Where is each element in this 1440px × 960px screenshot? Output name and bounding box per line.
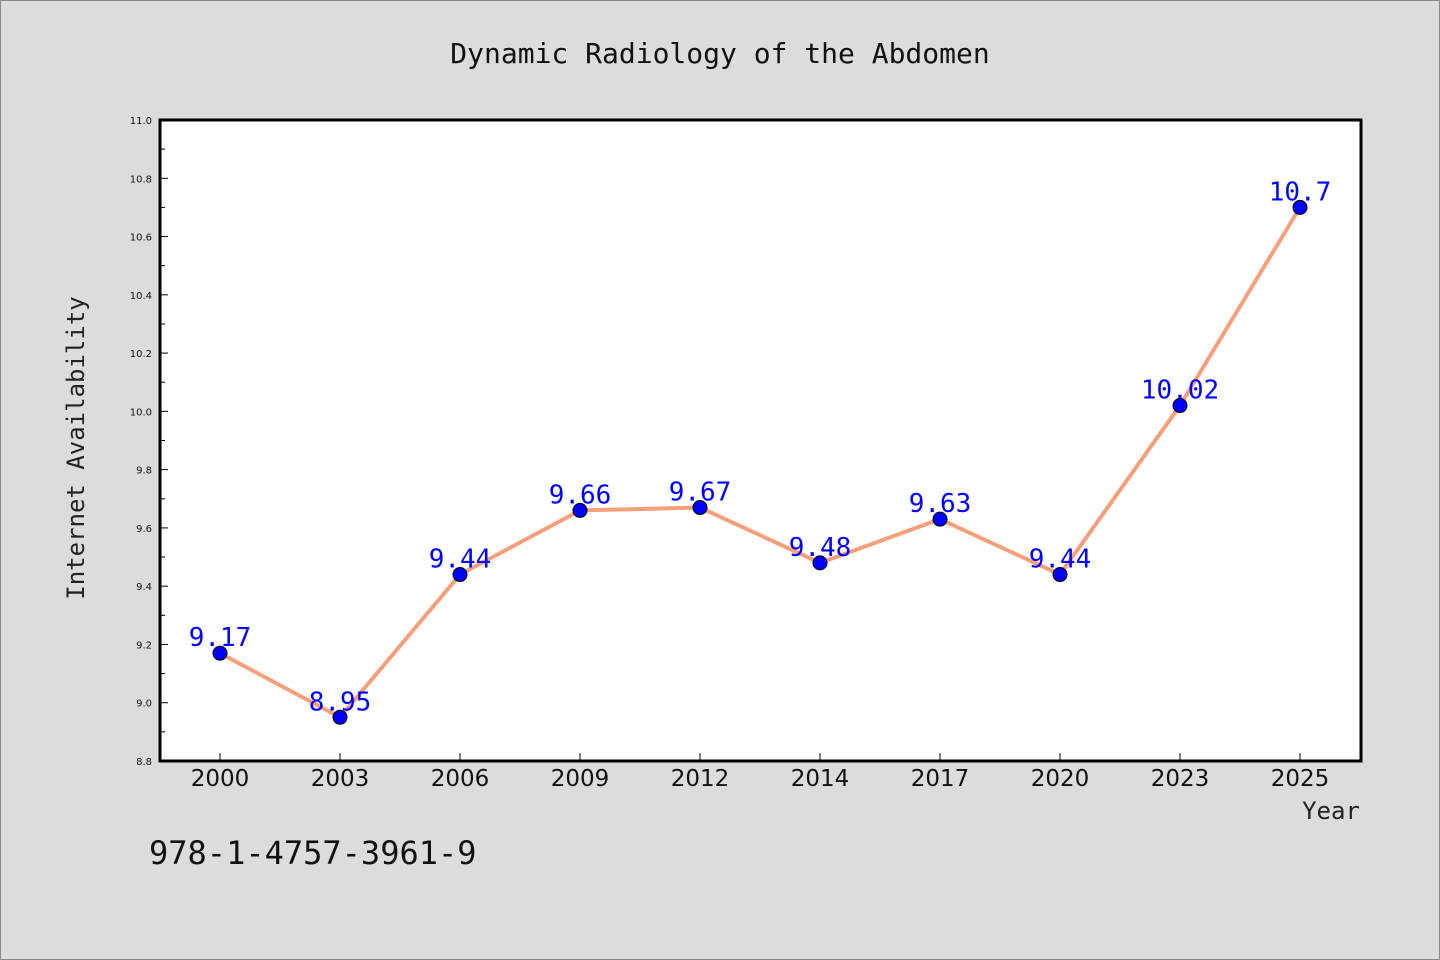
data-point: [932, 511, 948, 527]
y-tick-label: 8.8: [136, 757, 152, 768]
data-label: 9.63: [909, 489, 972, 519]
x-tick-label: 2012: [671, 766, 730, 792]
y-tick-label: 9.2: [136, 640, 152, 651]
data-label: 8.95: [309, 687, 372, 717]
data-point: [692, 500, 708, 516]
y-tick-label: 9.6: [136, 524, 152, 535]
y-tick-label: 9.0: [136, 699, 152, 710]
data-label: 9.66: [549, 480, 612, 510]
y-tick-label: 9.4: [136, 582, 152, 593]
data-point: [812, 555, 828, 571]
data-label: 9.44: [1029, 545, 1092, 575]
x-tick-label: 2017: [911, 766, 970, 792]
y-tick-label: 11.0: [130, 116, 152, 127]
x-tick-label: 2014: [791, 766, 850, 792]
x-axis-label: Year: [1302, 797, 1360, 825]
x-tick-label: 2000: [191, 766, 250, 792]
series-line: [218, 205, 1302, 720]
data-label: 10.7: [1269, 177, 1332, 207]
x-tick-label: 2020: [1031, 766, 1090, 792]
y-axis-label: Internet Availability: [62, 296, 90, 599]
data-point: [572, 502, 588, 518]
data-labels-group: 9.17 8.95 9.44 9.66 9.67 9.48 9.63 9.44 10.02 10.…: [189, 177, 1332, 717]
plot-area: [160, 120, 1361, 761]
y-tick-label: 10.8: [130, 174, 152, 185]
x-tick-label: 2023: [1151, 766, 1210, 792]
data-point: [452, 567, 468, 583]
x-tick-label: 2003: [311, 766, 370, 792]
data-label: 9.17: [189, 623, 252, 653]
x-tick-label: 2025: [1271, 766, 1330, 792]
y-tick-label: 10.2: [130, 349, 152, 360]
y-axis: 8.8 9.0 9.2 9.4 9.6 9.8 10.0 10.2 10.4 10.6 10.8 11…: [130, 116, 168, 768]
x-axis: 2000 2003 2006 2009 2012 2014 2017 2020 2023 2025: [191, 753, 1330, 792]
data-label: 9.67: [669, 478, 732, 508]
data-point: [1292, 199, 1308, 215]
data-point: [212, 645, 228, 661]
y-tick-label: 10.0: [130, 407, 152, 418]
y-tick-label: 9.8: [136, 466, 152, 477]
chart-title: Dynamic Radiology of the Abdomen: [450, 37, 989, 70]
data-label: 9.48: [789, 533, 852, 563]
data-point: [1052, 567, 1068, 583]
data-point: [1172, 398, 1188, 414]
data-label: 10.02: [1141, 376, 1219, 406]
isbn-text: 978-1-4757-3961-9: [149, 834, 477, 872]
data-label: 9.44: [429, 545, 492, 575]
x-tick-label: 2006: [431, 766, 490, 792]
x-tick-label: 2009: [551, 766, 610, 792]
plot-border: [158, 118, 1363, 763]
series-line-group: [212, 199, 1308, 725]
data-point: [332, 709, 348, 725]
y-tick-label: 10.4: [130, 291, 152, 302]
y-tick-label: 10.6: [130, 233, 152, 244]
